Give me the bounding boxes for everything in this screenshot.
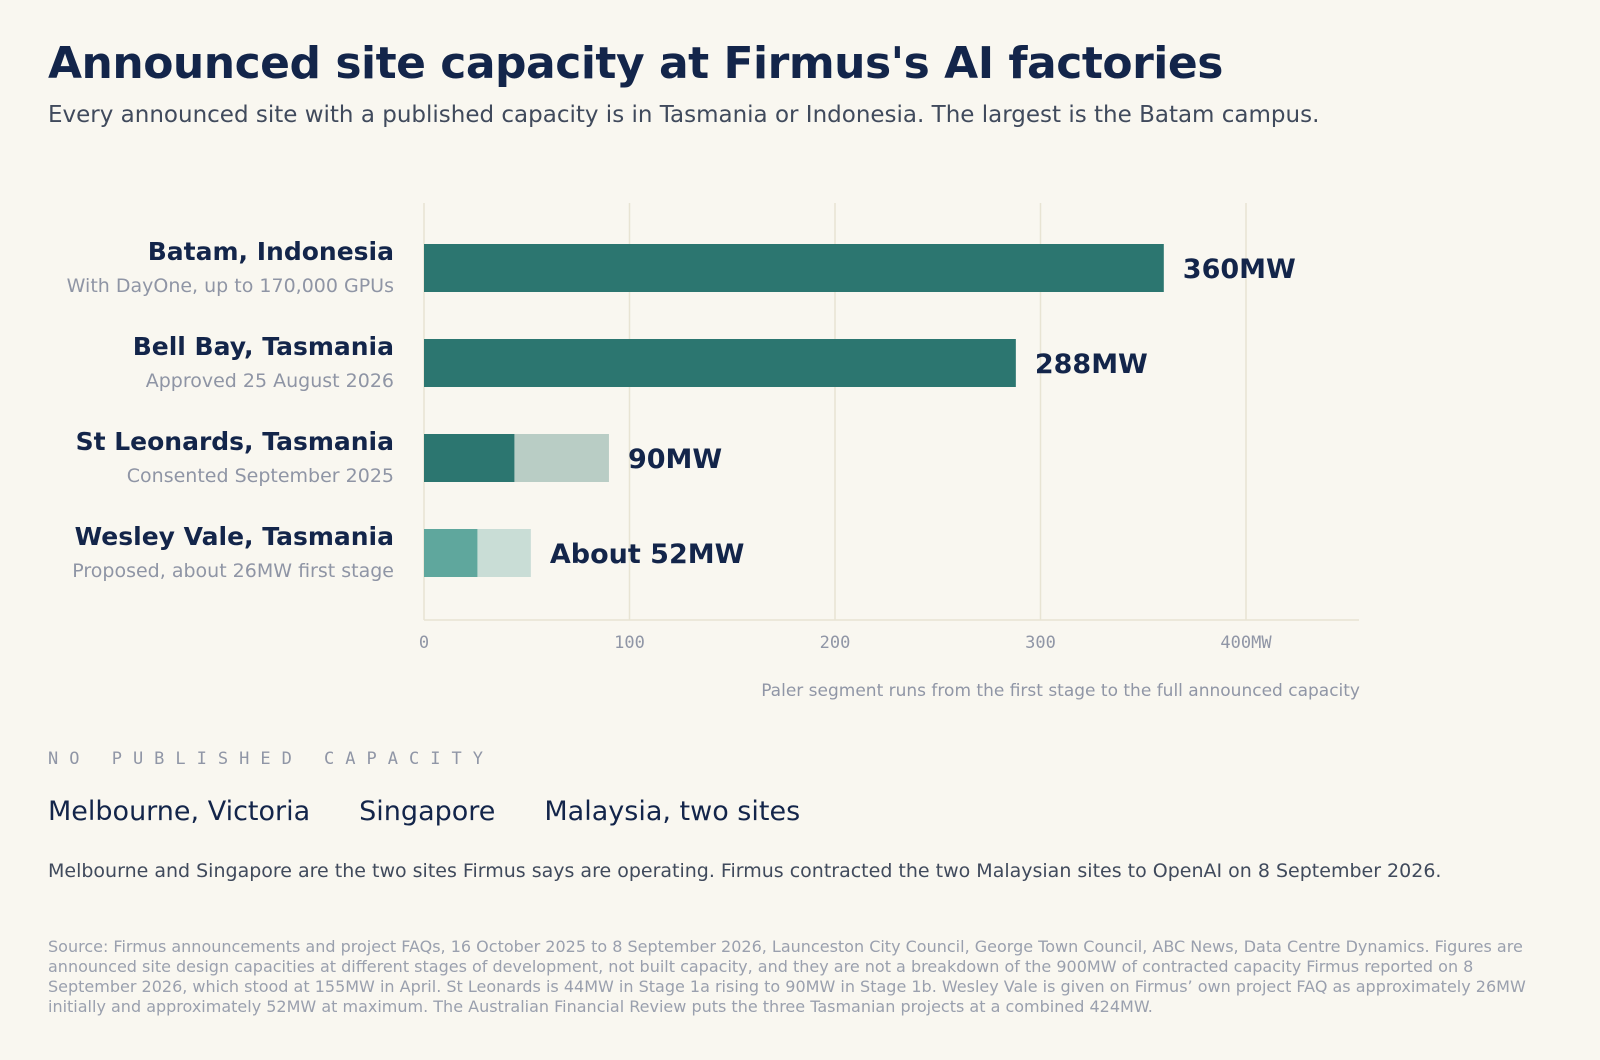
category-note-st-leonards: Consented September 2025 (127, 465, 394, 487)
bar-full-capacity-st-leonards (514, 434, 609, 482)
category-label-wesley-vale: Wesley Vale, Tasmania (75, 522, 394, 551)
category-label-bell-bay: Bell Bay, Tasmania (133, 332, 394, 361)
bar-full-capacity-wesley-vale (477, 529, 531, 577)
bar-first-stage-wesley-vale (424, 529, 478, 577)
source-footnote: Source: Firmus announcements and project… (48, 937, 1526, 1016)
data-label-st-leonards: 90MW (628, 444, 722, 475)
data-label-bell-bay: 288MW (1035, 349, 1148, 380)
operating-sites-note: Melbourne and Singapore are the two site… (48, 860, 1442, 882)
x-tick-label-0: 0 (419, 633, 429, 653)
x-tick-label-400: 400MW (1220, 633, 1272, 653)
bar-chart: 0 100 200 300 400MW Batam, Indonesia With DayO… (67, 203, 1360, 653)
x-tick-label-100: 100 (614, 633, 645, 653)
x-tick-label-300: 300 (1025, 633, 1056, 653)
category-note-bell-bay: Approved 25 August 2026 (146, 370, 394, 392)
chart-subtitle: Every announced site with a published ca… (48, 102, 1320, 128)
x-tick-label-200: 200 (820, 633, 851, 653)
site-singapore: Singapore (359, 796, 496, 827)
bar-first-stage-batam (424, 244, 1164, 292)
data-label-wesley-vale: About 52MW (550, 539, 745, 570)
site-melbourne: Melbourne, Victoria (48, 796, 311, 827)
no-published-capacity-heading: NO PUBLISHED CAPACITY (48, 749, 494, 769)
category-label-batam: Batam, Indonesia (148, 237, 394, 266)
bar-first-stage-bell-bay (424, 339, 1016, 387)
category-note-batam: With DayOne, up to 170,000 GPUs (67, 275, 394, 297)
chart-title: Announced site capacity at Firmus's AI f… (48, 38, 1223, 89)
category-label-st-leonards: St Leonards, Tasmania (76, 427, 394, 456)
data-label-batam: 360MW (1183, 254, 1296, 285)
site-malaysia: Malaysia, two sites (544, 796, 801, 827)
chart-caption: Paler segment runs from the first stage … (761, 681, 1360, 701)
category-note-wesley-vale: Proposed, about 26MW first stage (72, 560, 394, 582)
no-published-sites-list: Melbourne, Victoria Singapore Malaysia, … (48, 796, 800, 827)
bar-first-stage-st-leonards (424, 434, 515, 482)
